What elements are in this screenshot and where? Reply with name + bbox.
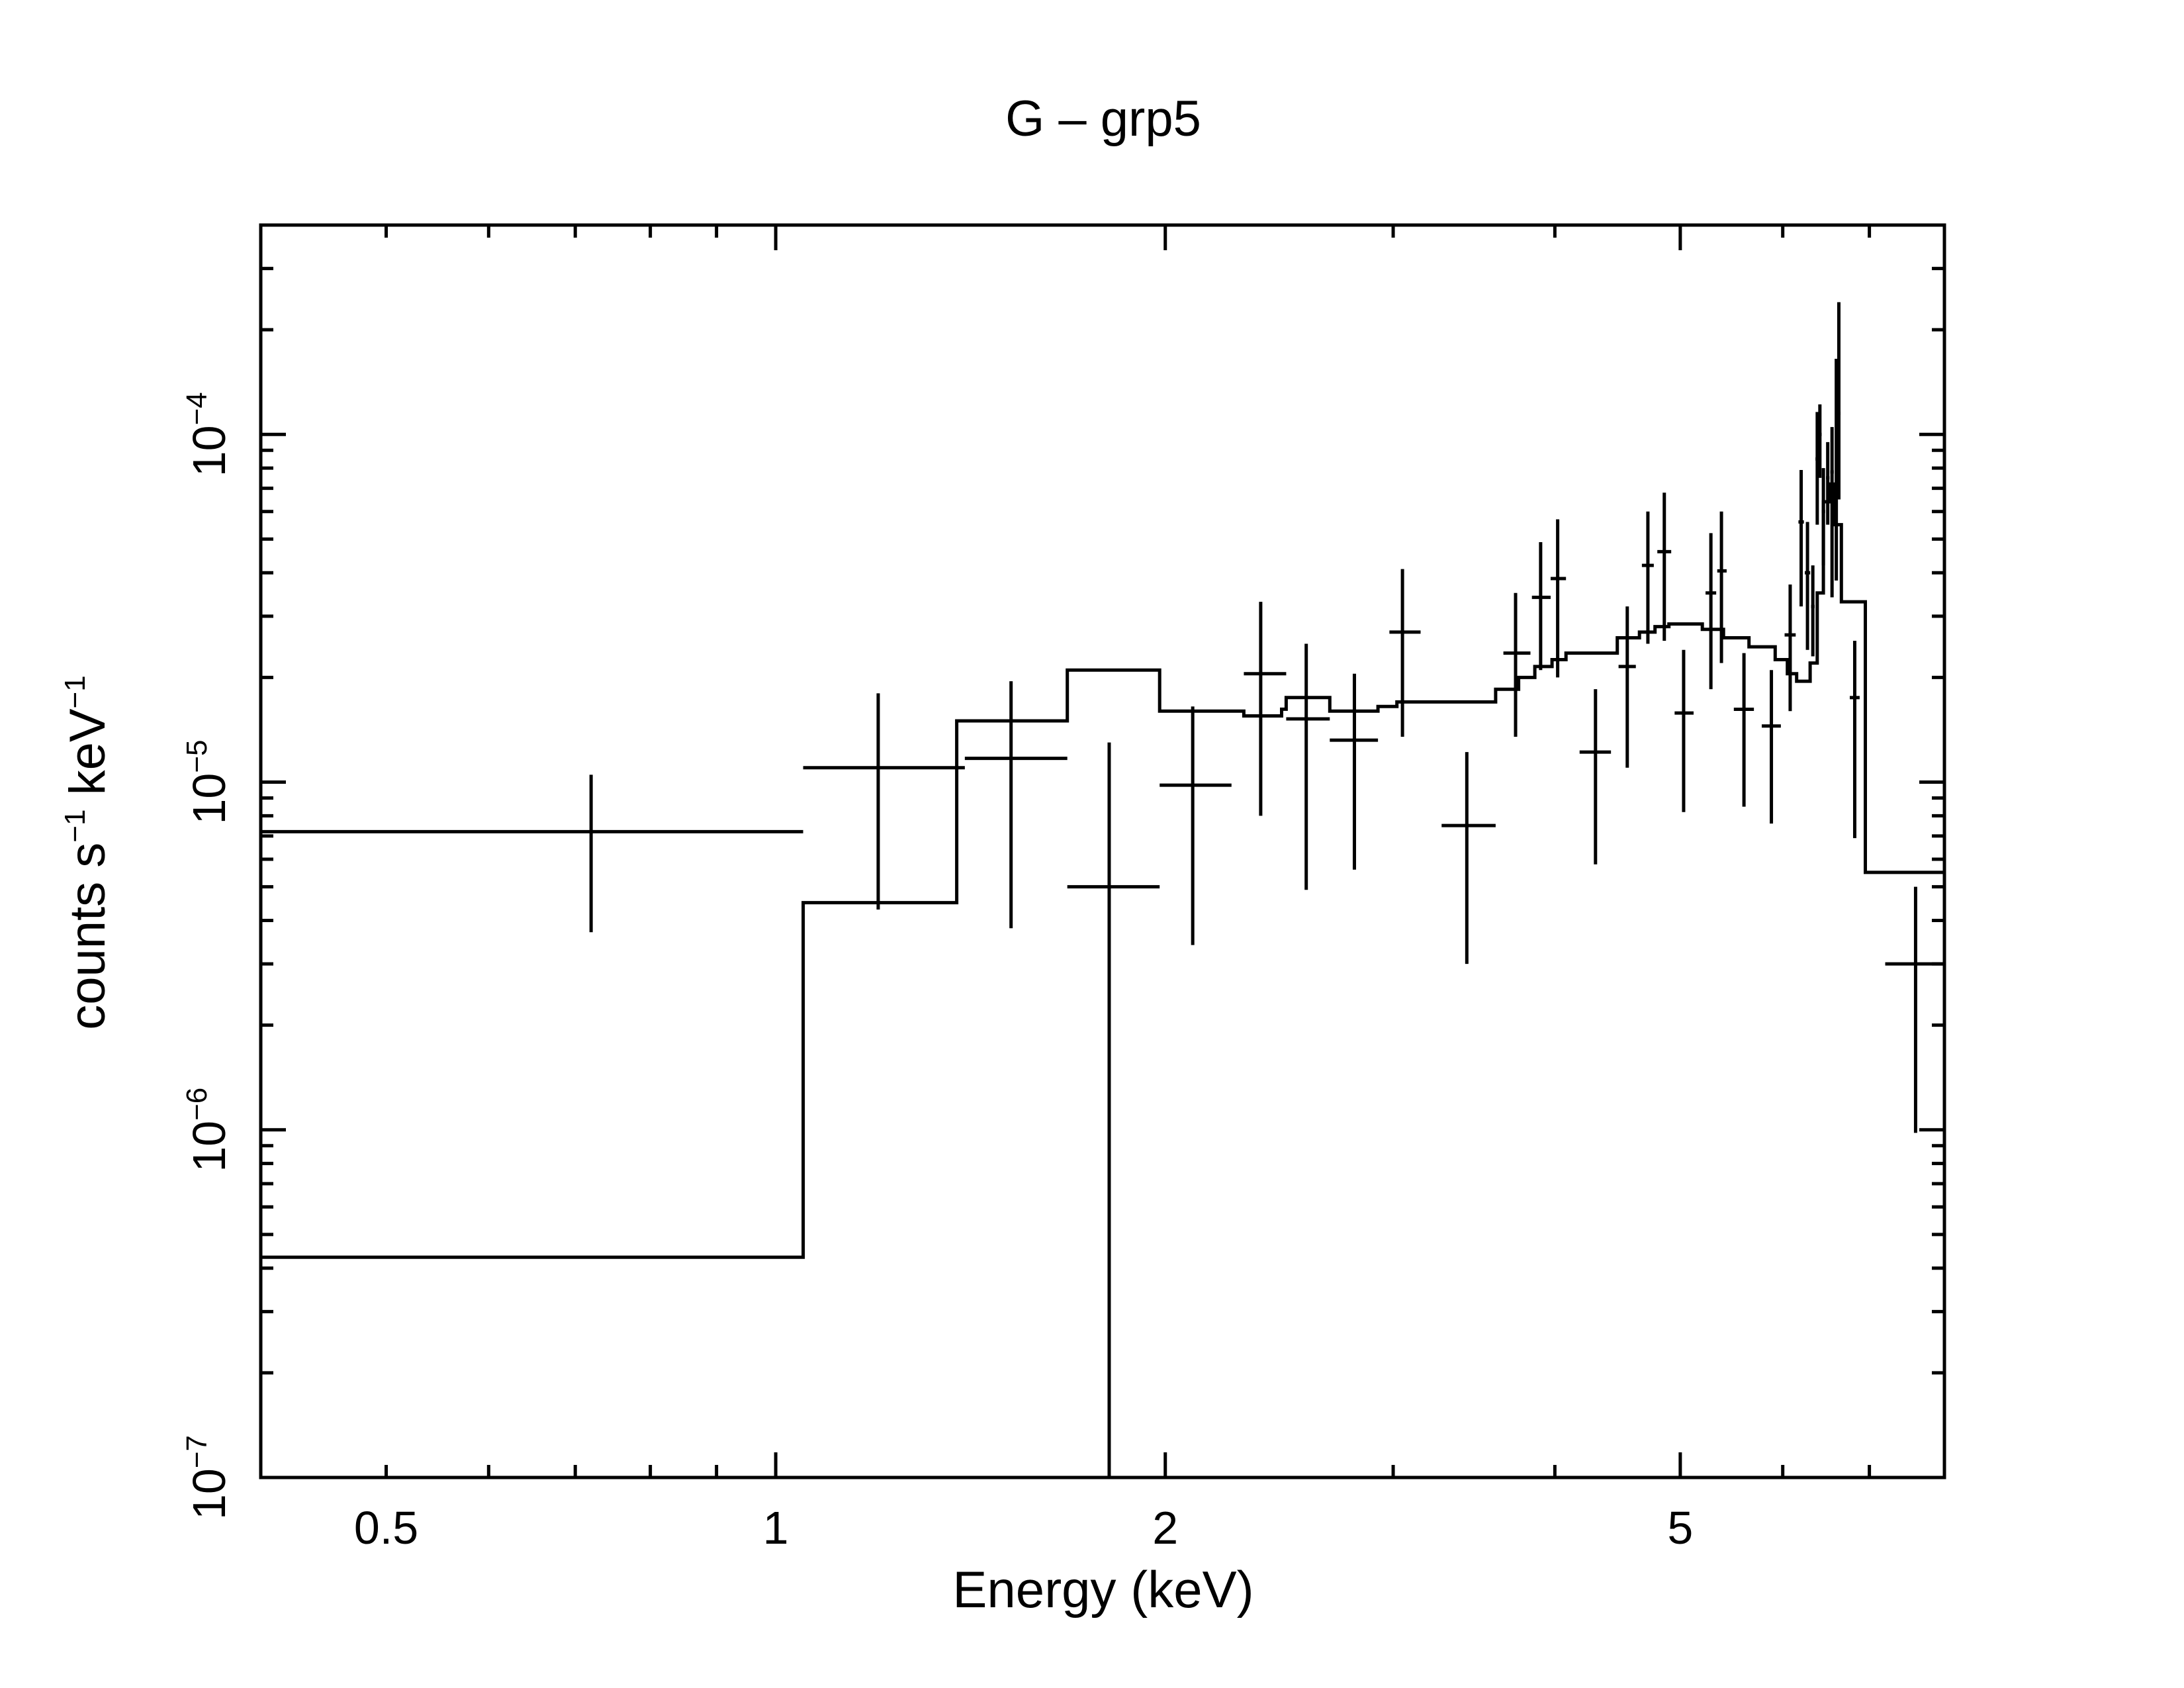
data-point [1717,511,1727,663]
x-tick-label: 1 [763,1502,789,1554]
data-point [1531,541,1551,671]
y-tick-label-base: 10 [183,773,235,825]
data-point [1641,511,1654,644]
y-axis-label-exp1: −1 [59,810,91,843]
data-point [1818,404,1822,478]
data-point [1706,533,1717,690]
y-axis-label: counts s−1 keV−1 [59,675,116,1029]
data-point [1885,886,1944,1133]
data-point [1805,522,1811,650]
data-point [1244,602,1287,816]
data-point [1330,673,1379,870]
y-tick-label-exp: −6 [181,1088,213,1121]
data-point [1286,643,1330,890]
y-tick-label-exp: −7 [181,1435,213,1468]
x-tick-label: 2 [1152,1502,1178,1554]
data-point [1389,569,1421,737]
data-point [1849,640,1860,839]
model-curve [261,482,1944,1259]
data-point [1821,468,1825,566]
data-points [261,302,1944,1477]
data-point [1160,706,1232,945]
y-tick-label-base: 10 [183,425,235,477]
y-tick-label-base: 10 [183,1121,235,1172]
y-tick-label-exp: −5 [181,739,213,773]
chart-title: G – grp5 [1005,91,1201,147]
data-point [1761,670,1781,824]
data-point [803,693,965,910]
data-point [1441,752,1496,964]
data-point [1550,519,1567,678]
y-tick-label: 10−7 [181,1435,235,1520]
data-point [1067,742,1160,1477]
y-axis-label-base: counts s [60,843,116,1030]
y-tick-label-base: 10 [183,1468,235,1520]
data-point [1811,565,1815,657]
data-point [1798,470,1804,607]
data-point [964,681,1068,929]
x-tick-labels: 0.5 1 2 5 [354,1502,1693,1554]
data-point [1503,592,1531,737]
y-tick-label: 10−6 [181,1088,235,1172]
axis-ticks [261,223,1944,1479]
data-point [261,774,803,933]
x-tick-label: 5 [1667,1502,1693,1554]
y-tick-label-exp: −4 [181,392,213,425]
y-axis-label-exp2: −1 [59,675,91,708]
data-point [1674,649,1694,812]
data-point [1657,492,1672,641]
x-axis-label: Energy (keV) [952,1560,1253,1618]
y-tick-label: 10−4 [181,392,235,477]
data-point [1579,689,1612,865]
model-step-line [261,482,1944,1259]
y-tick-label: 10−5 [181,739,235,824]
y-axis-label-mid: keV [60,708,116,809]
data-point [1784,585,1796,712]
data-point [1733,653,1754,807]
data-point [1837,302,1841,500]
data-point [1826,442,1830,525]
x-tick-label: 0.5 [354,1502,418,1554]
plot-frame [259,223,1946,1479]
y-tick-labels: 10−710−610−510−4 [181,392,235,1520]
data-point [1830,427,1834,598]
data-point [1618,606,1636,768]
